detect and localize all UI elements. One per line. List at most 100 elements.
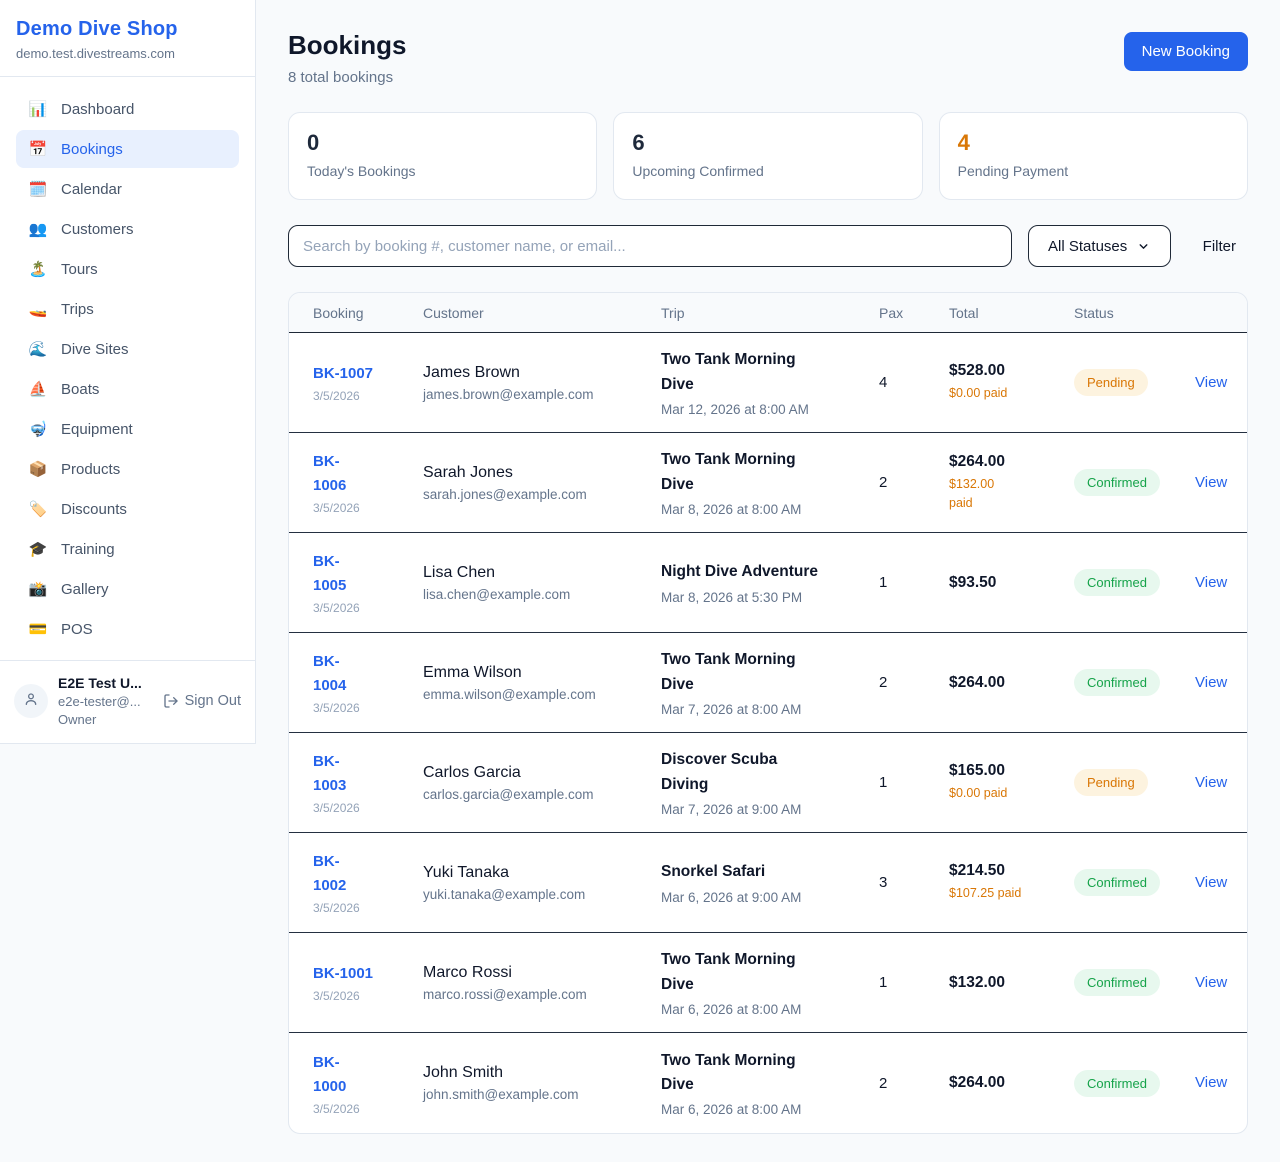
customer-name: Marco Rossi	[423, 963, 512, 981]
sidebar-item-boats[interactable]: ⛵ Boats	[16, 370, 239, 408]
search-input[interactable]	[288, 225, 1012, 267]
booking-id-link[interactable]: BK- 1002	[313, 853, 347, 894]
sidebar-item-label: Equipment	[61, 420, 133, 438]
table-row: BK- 1003 3/5/2026 Carlos Garcia carlos.g…	[289, 733, 1247, 833]
dive-sites-icon: 🌊	[28, 341, 48, 358]
trip-name: Two Tank Morning Dive	[661, 951, 796, 993]
table-row: BK-1001 3/5/2026 Marco Rossi marco.rossi…	[289, 933, 1247, 1033]
total-amount: $214.50	[949, 862, 1006, 880]
booking-id-link[interactable]: BK- 1006	[313, 453, 347, 494]
paid-amount: $0.00 paid	[949, 386, 1008, 401]
trip-name: Discover Scuba Diving	[661, 751, 778, 793]
sidebar-item-label: Bookings	[61, 140, 123, 158]
pax-count: 2	[879, 474, 888, 491]
view-link[interactable]: View	[1195, 573, 1228, 591]
new-booking-button[interactable]: New Booking	[1123, 32, 1248, 71]
sidebar-item-calendar[interactable]: 🗓️ Calendar	[16, 170, 239, 208]
stat-card-pending-payment: 4 Pending Payment	[938, 112, 1248, 200]
customer-email: sarah.jones@example.com	[423, 486, 587, 502]
view-link[interactable]: View	[1195, 873, 1228, 891]
column-header-customer: Customer	[423, 304, 484, 321]
booking-id-link[interactable]: BK-1007	[313, 365, 374, 382]
sidebar-item-label: Customers	[61, 220, 134, 238]
sidebar-item-label: POS	[61, 620, 93, 638]
pax-count: 1	[879, 974, 888, 991]
trip-name: Two Tank Morning Dive	[661, 651, 796, 693]
view-link[interactable]: View	[1195, 973, 1228, 991]
sidebar-item-trips[interactable]: 🚤 Trips	[16, 290, 239, 328]
sidebar-item-equipment[interactable]: 🤿 Equipment	[16, 410, 239, 448]
sidebar-item-tours[interactable]: 🏝️ Tours	[16, 250, 239, 288]
stat-value: 4	[957, 130, 970, 155]
view-link[interactable]: View	[1195, 1074, 1228, 1091]
view-link[interactable]: View	[1195, 673, 1228, 691]
status-badge: Confirmed	[1074, 869, 1160, 896]
sidebar-item-products[interactable]: 📦 Products	[16, 450, 239, 488]
booking-id-link[interactable]: BK- 1004	[313, 653, 347, 694]
trip-datetime: Mar 6, 2026 at 8:00 AM	[661, 1102, 802, 1118]
boats-icon: ⛵	[28, 381, 48, 398]
chevron-down-icon	[1137, 240, 1150, 253]
sidebar-item-bookings[interactable]: 📅 Bookings	[16, 130, 239, 168]
sidebar-item-dive-sites[interactable]: 🌊 Dive Sites	[16, 330, 239, 368]
column-header-booking: Booking	[313, 304, 364, 321]
equipment-icon: 🤿	[28, 421, 48, 438]
table-row: BK- 1006 3/5/2026 Sarah Jones sarah.jone…	[289, 433, 1247, 533]
calendar-icon: 🗓️	[28, 181, 48, 198]
main-content: Bookings 8 total bookings New Booking 0 …	[288, 0, 1248, 1134]
sidebar-item-gallery[interactable]: 📸 Gallery	[16, 570, 239, 608]
status-badge: Confirmed	[1074, 1069, 1160, 1097]
sidebar-item-label: Dive Sites	[61, 340, 129, 358]
sidebar-item-discounts[interactable]: 🏷️ Discounts	[16, 490, 239, 528]
sign-out-label: Sign Out	[184, 693, 241, 709]
booking-date: 3/5/2026	[313, 701, 360, 715]
paid-amount: $107.25 paid	[949, 886, 1022, 901]
discounts-icon: 🏷️	[28, 501, 48, 518]
booking-id-link[interactable]: BK- 1005	[313, 553, 347, 594]
products-icon: 📦	[28, 461, 48, 478]
status-badge: Confirmed	[1074, 669, 1160, 696]
customer-name: Emma Wilson	[423, 663, 522, 681]
filter-button[interactable]: Filter	[1191, 230, 1248, 263]
booking-date: 3/5/2026	[313, 989, 360, 1003]
status-badge: Confirmed	[1074, 969, 1160, 996]
sidebar-item-pos[interactable]: 💳 POS	[16, 610, 239, 648]
view-link[interactable]: View	[1195, 473, 1228, 491]
trip-name: Night Dive Adventure	[661, 563, 819, 581]
booking-id-link[interactable]: BK-1001	[313, 965, 374, 982]
booking-date: 3/5/2026	[313, 389, 360, 403]
sidebar-item-label: Boats	[61, 380, 100, 398]
table-row: BK- 1004 3/5/2026 Emma Wilson emma.wilso…	[289, 633, 1247, 733]
trip-datetime: Mar 12, 2026 at 8:00 AM	[661, 401, 809, 417]
booking-date: 3/5/2026	[313, 501, 360, 515]
sidebar-item-customers[interactable]: 👥 Customers	[16, 210, 239, 248]
trip-datetime: Mar 6, 2026 at 8:00 AM	[661, 1001, 802, 1017]
status-badge: Pending	[1074, 369, 1148, 396]
user-name: E2E Test U...	[58, 675, 142, 691]
stat-label: Pending Payment	[957, 163, 1069, 179]
user-email: e2e-tester@...	[58, 694, 141, 709]
booking-id-link[interactable]: BK- 1000	[313, 1053, 347, 1095]
sidebar-item-label: Training	[61, 540, 115, 558]
customer-email: lisa.chen@example.com	[423, 586, 571, 602]
view-link[interactable]: View	[1195, 373, 1228, 391]
total-bookings-count: 8 total bookings	[288, 69, 394, 86]
booking-id-link[interactable]: BK- 1003	[313, 753, 347, 794]
customer-email: emma.wilson@example.com	[423, 686, 596, 702]
customer-email: yuki.tanaka@example.com	[423, 886, 586, 902]
sidebar: Demo Dive Shop demo.test.divestreams.com…	[0, 0, 256, 744]
status-filter-select[interactable]: All Statuses	[1027, 225, 1171, 267]
view-link[interactable]: View	[1195, 773, 1228, 791]
pax-count: 1	[879, 774, 888, 791]
sidebar-item-training[interactable]: 🎓 Training	[16, 530, 239, 568]
status-badge: Confirmed	[1074, 569, 1160, 596]
shop-name: Demo Dive Shop	[16, 18, 178, 40]
column-header-trip: Trip	[661, 304, 685, 321]
controls-row: All Statuses Filter	[288, 225, 1248, 267]
paid-amount: $132.00 paid	[949, 476, 995, 510]
table-header-row: Booking Customer Trip Pax Total Status	[289, 293, 1247, 333]
sidebar-item-label: Dashboard	[61, 100, 135, 118]
sidebar-item-dashboard[interactable]: 📊 Dashboard	[16, 90, 239, 128]
sign-out-button[interactable]: Sign Out	[163, 693, 241, 709]
trip-datetime: Mar 8, 2026 at 5:30 PM	[661, 589, 803, 605]
